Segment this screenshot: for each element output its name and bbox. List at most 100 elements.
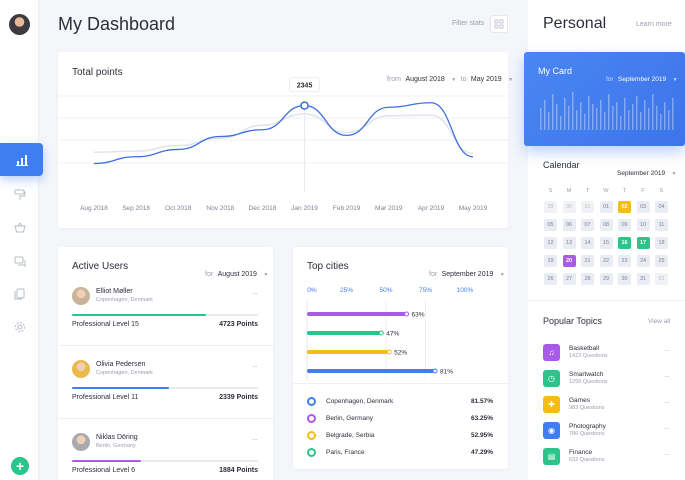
x-tick-label: Feb 2019: [333, 205, 361, 212]
city-row[interactable]: Copenhagen, Denmark 81.57%: [307, 397, 493, 409]
more-icon[interactable]: ···: [252, 289, 258, 298]
calendar-day[interactable]: 28: [581, 273, 594, 285]
calendar-day[interactable]: 05: [544, 219, 557, 231]
more-icon[interactable]: ···: [252, 435, 258, 444]
card-activity-bar: [628, 110, 630, 130]
calendar-day[interactable]: 01: [655, 273, 668, 285]
calendar-day[interactable]: 12: [544, 237, 557, 249]
x-tick-label: Sep 2018: [122, 205, 150, 212]
more-icon[interactable]: ···: [664, 346, 670, 355]
calendar-day[interactable]: 08: [599, 219, 613, 231]
calendar-day[interactable]: 07: [581, 219, 594, 231]
card-activity-bar: [616, 102, 618, 130]
card-activity-bar: [660, 114, 662, 130]
view-all-link[interactable]: View all: [648, 318, 671, 325]
topic-name[interactable]: Games: [569, 397, 590, 404]
calendar-day[interactable]: 16: [618, 237, 631, 249]
sidebar-item-settings[interactable]: [9, 316, 31, 338]
user-name: Elliot Møller: [96, 288, 133, 295]
city-color-ring: [307, 448, 316, 457]
highlight-point[interactable]: [300, 101, 309, 110]
calendar-day[interactable]: 14: [581, 237, 594, 249]
calendar-day[interactable]: 13: [562, 237, 576, 249]
calendar-day[interactable]: 24: [636, 255, 650, 267]
sidebar-item-paint[interactable]: [9, 184, 31, 206]
card-activity-bar: [620, 116, 622, 130]
more-icon[interactable]: ···: [664, 372, 670, 381]
calendar-day[interactable]: 29: [544, 201, 557, 213]
calendar-day[interactable]: 10: [636, 219, 650, 231]
more-icon[interactable]: ···: [664, 424, 670, 433]
grid-icon: [494, 19, 504, 29]
topic-name[interactable]: Smartwatch: [569, 371, 604, 378]
gamepad-icon: ✚: [543, 396, 560, 413]
from-select[interactable]: August 2018: [405, 76, 445, 83]
calendar-day[interactable]: 31: [581, 201, 594, 213]
card-activity-bar: [544, 100, 546, 130]
calendar-day[interactable]: 25: [655, 255, 668, 267]
topic-name[interactable]: Finance: [569, 449, 593, 456]
more-icon[interactable]: ···: [664, 398, 670, 407]
user-points: 4723 Points: [219, 321, 258, 328]
chevron-down-icon: ▼: [672, 77, 678, 83]
progress-bar: [72, 460, 258, 462]
more-icon[interactable]: ···: [252, 362, 258, 371]
calendar-day[interactable]: 17: [636, 237, 650, 249]
avatar[interactable]: [9, 14, 30, 35]
calendar-day[interactable]: 26: [544, 273, 557, 285]
calendar-day[interactable]: 30: [618, 273, 631, 285]
avatar: [72, 360, 90, 378]
sidebar-item-messages[interactable]: [9, 250, 31, 272]
calendar-day[interactable]: 06: [562, 219, 576, 231]
calendar-day[interactable]: 29: [599, 273, 613, 285]
city-row[interactable]: Berlin, Germany 63.25%: [307, 414, 493, 426]
calendar-day[interactable]: 19: [544, 255, 557, 267]
divider: [58, 345, 273, 346]
calendar-day[interactable]: 11: [655, 219, 668, 231]
period-select[interactable]: August 2019: [217, 271, 257, 278]
calendar-day[interactable]: 01: [599, 201, 613, 213]
headphones-icon: ♫: [543, 344, 560, 361]
calendar-day[interactable]: 18: [655, 237, 668, 249]
user-location: Copenhagen, Denmark: [96, 370, 153, 376]
calendar-day[interactable]: 04: [655, 201, 668, 213]
calendar-day[interactable]: 03: [636, 201, 650, 213]
card-activity-bar: [664, 102, 666, 130]
more-icon[interactable]: ···: [664, 450, 670, 459]
calendar-day[interactable]: 22: [599, 255, 613, 267]
topic-count: 983 Questions: [569, 405, 605, 411]
user-points: 1884 Points: [219, 467, 258, 474]
series-line: [93, 113, 474, 155]
calendar-day[interactable]: 15: [599, 237, 613, 249]
topic-name[interactable]: Basketball: [569, 345, 599, 352]
card-activity-bar: [652, 94, 654, 130]
calendar-day[interactable]: 27: [562, 273, 576, 285]
period-select[interactable]: September 2019: [441, 271, 494, 278]
calendar-day[interactable]: 23: [618, 255, 631, 267]
city-row[interactable]: Paris, France 47.29%: [307, 448, 493, 460]
calendar-day[interactable]: 02: [618, 201, 631, 213]
card-activity-bar: [656, 106, 658, 130]
progress-bar: [72, 387, 258, 389]
card-period-select[interactable]: September 2019: [618, 76, 667, 83]
my-card[interactable]: My Card for September 2019 ▼: [524, 52, 685, 146]
filter-stats-button[interactable]: [490, 15, 508, 33]
calendar-month-select[interactable]: September 2019: [617, 170, 666, 177]
city-row[interactable]: Belgrade, Serbia 52.95%: [307, 431, 493, 443]
my-card-title: My Card: [538, 66, 573, 76]
sidebar-item-documents[interactable]: [9, 283, 31, 305]
calendar-day[interactable]: 09: [618, 219, 631, 231]
calendar-day[interactable]: 31: [636, 273, 650, 285]
learn-more-link[interactable]: Learn more: [636, 21, 672, 28]
calendar-day[interactable]: 20: [562, 255, 576, 267]
bar-endpoint: [378, 330, 384, 336]
calendar-day[interactable]: 21: [581, 255, 594, 267]
sidebar-item-shop[interactable]: [9, 216, 31, 238]
add-button[interactable]: +: [11, 457, 29, 475]
user-location: Berlin, Germany: [96, 443, 136, 449]
to-select[interactable]: May 2019: [470, 76, 502, 83]
topic-name[interactable]: Photography: [569, 423, 606, 430]
sidebar-item-dashboard[interactable]: [0, 143, 43, 176]
filter-stats-label[interactable]: Filter stats: [452, 20, 485, 27]
calendar-day[interactable]: 30: [562, 201, 576, 213]
